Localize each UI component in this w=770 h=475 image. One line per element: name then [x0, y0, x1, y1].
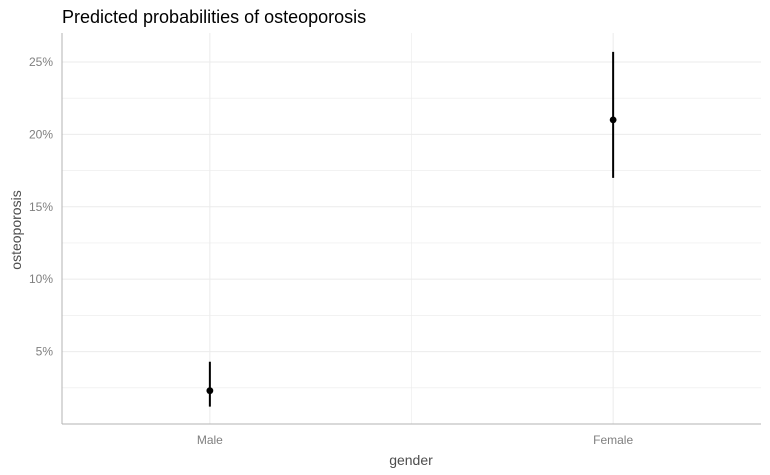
x-tick-label: Female [593, 433, 633, 447]
x-tick-label: Male [197, 433, 223, 447]
y-axis-title: osteoporosis [8, 190, 24, 269]
y-tick-label: 5% [36, 345, 54, 359]
y-tick-label: 20% [29, 127, 53, 141]
data-point [609, 116, 617, 124]
x-axis-title: gender [389, 452, 433, 468]
chart-title: Predicted probabilities of osteoporosis [62, 7, 367, 27]
y-tick-label: 15% [29, 200, 53, 214]
y-tick-label: 25% [29, 55, 53, 69]
data-point [206, 387, 214, 395]
y-tick-label: 10% [29, 272, 53, 286]
